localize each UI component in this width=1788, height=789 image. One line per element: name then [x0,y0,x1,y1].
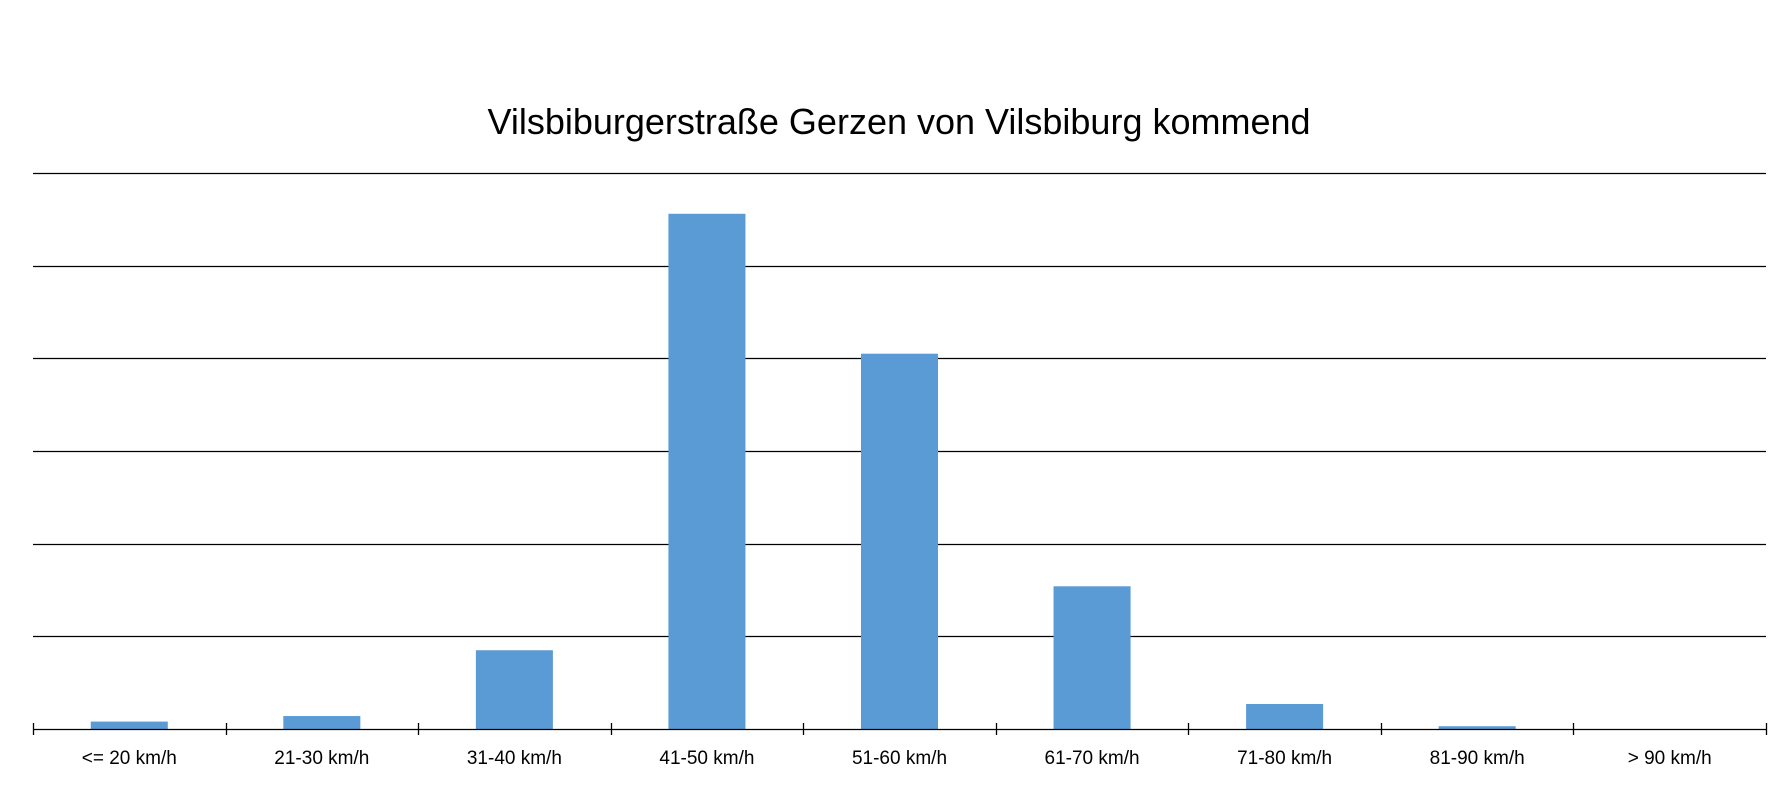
x-tick-label: 31-40 km/h [467,748,562,769]
bar-3 [475,650,553,729]
x-tick-label: 81-90 km/h [1430,748,1525,769]
bar-1 [90,721,168,729]
chart-title: Vilsbiburgerstraße Gerzen von Vilsbiburg… [487,101,1310,142]
x-tick-label: 71-80 km/h [1237,748,1332,769]
x-axis [32,723,1768,735]
bar-7 [1246,703,1324,729]
x-tick-label: > 90 km/h [1628,748,1712,769]
x-tick-label: <= 20 km/h [82,748,177,769]
bar-5 [860,353,939,729]
bars [90,213,1516,730]
bar-6 [1053,586,1131,729]
x-tick-labels: <= 20 km/h 21-30 km/h 31-40 km/h 41-50 km/h… [82,748,1712,769]
x-tick-label: 51-60 km/h [852,748,947,769]
bar-2 [283,716,361,729]
bar-4 [668,213,746,730]
x-tick-label: 41-50 km/h [659,748,754,769]
bar-8 [1438,726,1516,729]
x-tick-label: 21-30 km/h [274,748,369,769]
x-tick-label: 61-70 km/h [1045,748,1140,769]
